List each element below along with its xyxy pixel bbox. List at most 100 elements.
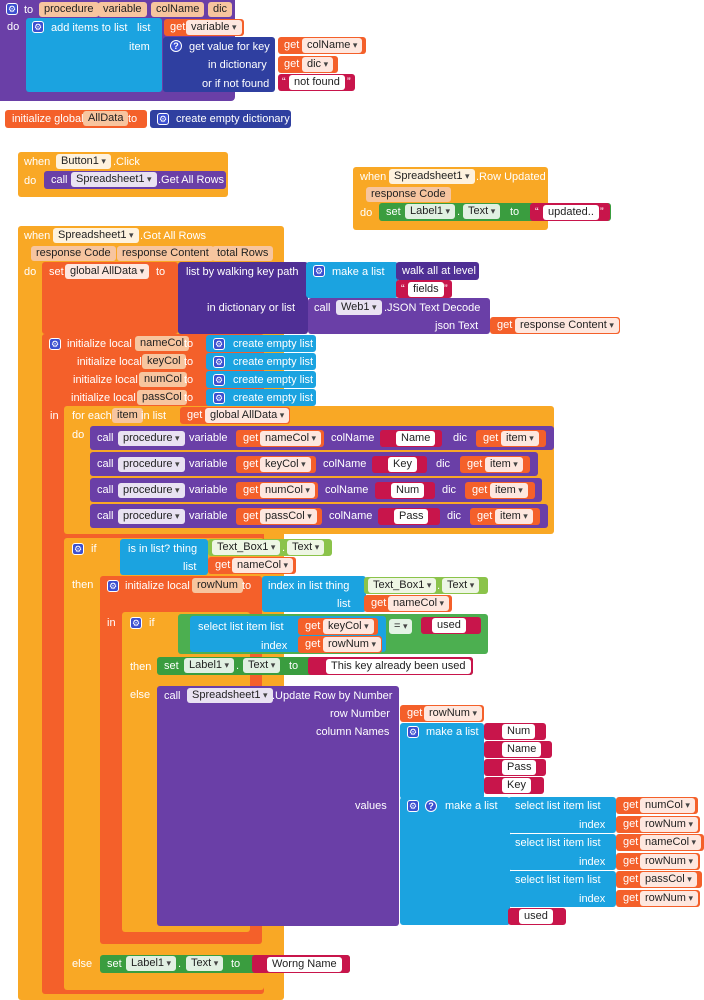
text-property-dropdown[interactable]: Text — [442, 578, 480, 593]
create-empty-dictionary-block[interactable] — [150, 110, 291, 128]
select-list-item-block[interactable] — [508, 871, 616, 907]
used-string[interactable]: used — [432, 618, 466, 633]
list-gear-icon[interactable]: ⚙ — [213, 392, 225, 404]
list-gear-icon[interactable]: ⚙ — [213, 356, 225, 368]
label1-dropdown[interactable]: Label1 — [126, 956, 177, 971]
dictionary-gear-icon[interactable]: ⚙ — [157, 113, 169, 125]
select-list-item-block[interactable] — [508, 797, 616, 833]
passCol-dropdown[interactable]: passCol — [260, 509, 317, 524]
create-empty-list-block[interactable] — [206, 335, 316, 352]
response-content-dropdown[interactable]: response Content — [515, 318, 619, 333]
rowNum-dropdown[interactable]: rowNum — [640, 854, 698, 869]
param-dic[interactable]: dic — [208, 2, 233, 17]
rowNum-dropdown[interactable]: rowNum — [640, 817, 698, 832]
init-local-gear-icon[interactable]: ⚙ — [107, 580, 119, 592]
equals-operator-dropdown[interactable]: = — [389, 619, 413, 634]
numCol-dropdown[interactable]: numCol — [640, 798, 695, 813]
text-property-dropdown[interactable]: Text — [287, 540, 325, 555]
text-box1-dropdown[interactable]: Text_Box1 — [368, 578, 437, 593]
column-pass-string[interactable]: Pass — [502, 760, 537, 775]
make-list-gear-icon[interactable]: ⚙ — [407, 800, 419, 812]
response-content-param[interactable]: response Content — [117, 246, 214, 261]
item-dropdown[interactable]: item — [501, 431, 539, 446]
help-icon[interactable]: ? — [425, 800, 437, 812]
column-key-string[interactable]: Key — [502, 778, 531, 793]
local-keyCol-field[interactable]: keyCol — [142, 354, 186, 369]
param-variable[interactable]: variable — [98, 2, 147, 17]
keyCol-dropdown[interactable]: keyCol — [323, 619, 374, 634]
local-numCol-field[interactable]: numCol — [139, 372, 187, 387]
if-gear-icon[interactable]: ⚙ — [130, 617, 142, 629]
global-alldata-dropdown[interactable]: global AllData — [205, 408, 290, 423]
make-list-gear-icon[interactable]: ⚙ — [313, 265, 325, 277]
help-icon[interactable]: ? — [170, 40, 182, 52]
item-dropdown[interactable]: item — [485, 457, 523, 472]
index-in-list-block[interactable] — [262, 576, 366, 612]
label1-dropdown[interactable]: Label1 — [184, 658, 235, 673]
procedure-dropdown[interactable]: procedure — [118, 483, 185, 498]
walk-key-path-block[interactable] — [178, 262, 308, 334]
procedure-dropdown[interactable]: procedure — [118, 509, 185, 524]
rowNum-dropdown[interactable]: rowNum — [323, 637, 381, 652]
spreadsheet1-dropdown[interactable]: Spreadsheet1 — [389, 169, 475, 184]
item-dropdown[interactable]: item — [490, 483, 528, 498]
label1-dropdown[interactable]: Label1 — [405, 204, 456, 219]
num-string[interactable]: Num — [391, 483, 425, 498]
param-colName[interactable]: colName — [151, 2, 205, 17]
passCol-dropdown[interactable]: passCol — [640, 872, 697, 887]
variable-dropdown[interactable]: variable — [186, 20, 242, 35]
local-nameCol-field[interactable]: nameCol — [135, 336, 190, 351]
not-found-string[interactable]: not found — [289, 75, 345, 90]
mutator-gear-icon[interactable]: ⚙ — [6, 3, 18, 15]
nameCol-dropdown[interactable]: nameCol — [388, 596, 450, 611]
column-name-string[interactable]: Name — [502, 742, 542, 757]
text-box1-dropdown[interactable]: Text_Box1 — [212, 540, 281, 555]
dic-dropdown[interactable]: dic — [302, 57, 334, 72]
already-used-string[interactable]: This key already been used — [326, 659, 471, 674]
make-a-list-block[interactable] — [400, 797, 510, 925]
key-string[interactable]: Key — [388, 457, 417, 472]
name-string[interactable]: Name — [396, 431, 436, 446]
global-name-field[interactable]: AllData — [83, 111, 129, 126]
response-code-param[interactable]: response Code — [366, 187, 451, 202]
update-row-by-number-block[interactable] — [157, 686, 399, 926]
text-property-dropdown[interactable]: Text — [243, 658, 281, 673]
fields-string[interactable]: fields — [408, 282, 444, 297]
used-string[interactable]: used — [519, 909, 553, 924]
list-gear-icon[interactable]: ⚙ — [213, 374, 225, 386]
column-num-string[interactable]: Num — [502, 724, 536, 739]
nameCol-dropdown[interactable]: nameCol — [640, 835, 702, 850]
procedure-dropdown[interactable]: procedure — [118, 431, 185, 446]
init-local-gear-icon[interactable]: ⚙ — [49, 338, 61, 350]
web1-dropdown[interactable]: Web1 — [336, 300, 382, 315]
add-items-gear-icon[interactable]: ⚙ — [32, 21, 44, 33]
updated-string[interactable]: updated.. — [543, 205, 599, 220]
add-items-to-list-block[interactable] — [26, 18, 162, 92]
create-empty-list-block[interactable] — [206, 389, 316, 406]
response-code-param[interactable]: response Code — [31, 246, 116, 261]
select-list-item-block[interactable] — [508, 834, 616, 870]
text-property-dropdown[interactable]: Text — [463, 204, 501, 219]
procedure-name-field[interactable]: procedure — [39, 2, 99, 17]
if-gear-icon[interactable]: ⚙ — [72, 543, 84, 555]
colName-dropdown[interactable]: colName — [302, 38, 363, 53]
rowNum-dropdown[interactable]: rowNum — [640, 891, 698, 906]
spreadsheet1-dropdown[interactable]: Spreadsheet1 — [53, 228, 139, 243]
spreadsheet1-dropdown[interactable]: Spreadsheet1 — [71, 172, 157, 187]
list-gear-icon[interactable]: ⚙ — [213, 338, 225, 350]
local-passCol-field[interactable]: passCol — [137, 390, 187, 405]
text-property-dropdown[interactable]: Text — [186, 956, 224, 971]
wrong-name-string[interactable]: Worng Name — [267, 957, 342, 972]
spreadsheet1-dropdown[interactable]: Spreadsheet1 — [187, 688, 273, 703]
local-rowNum-field[interactable]: rowNum — [192, 578, 243, 593]
item-variable-field[interactable]: item — [112, 408, 143, 423]
numCol-dropdown[interactable]: numCol — [260, 483, 315, 498]
make-list-gear-icon[interactable]: ⚙ — [407, 726, 419, 738]
create-empty-list-block[interactable] — [206, 371, 316, 388]
keyCol-dropdown[interactable]: keyCol — [260, 457, 311, 472]
total-rows-param[interactable]: total Rows — [212, 246, 274, 261]
nameCol-dropdown[interactable]: nameCol — [232, 558, 294, 573]
pass-string[interactable]: Pass — [394, 509, 429, 524]
is-in-list-block[interactable] — [120, 539, 208, 575]
rowNum-dropdown[interactable]: rowNum — [424, 706, 482, 721]
